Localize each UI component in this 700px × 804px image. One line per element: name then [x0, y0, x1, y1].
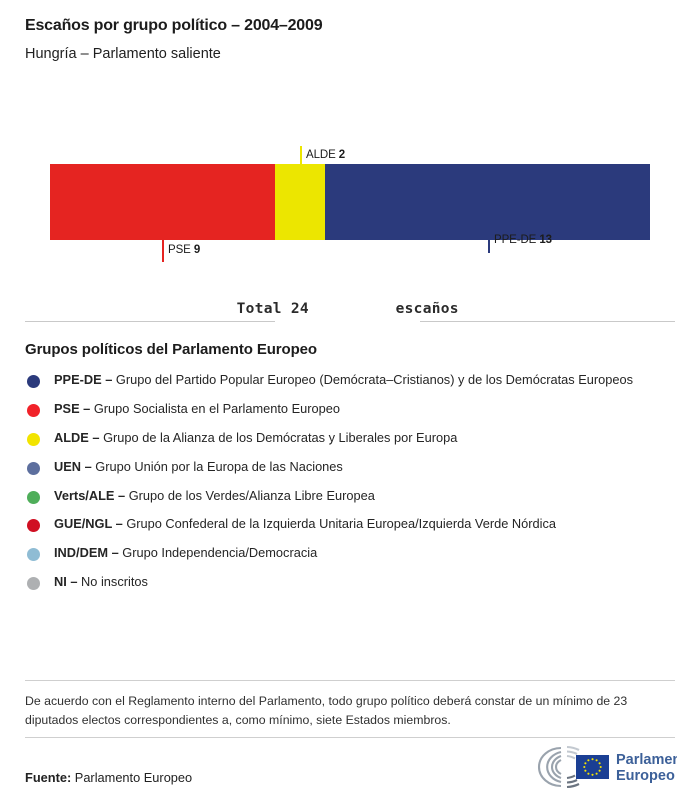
legend-abbr: GUE/NGL – [54, 516, 123, 532]
source-line: Fuente: Parlamento Europeo [25, 770, 192, 785]
tick-label-pse: PSE 9 [168, 244, 200, 256]
legend-title: Grupos políticos del Parlamento Europeo [25, 341, 317, 358]
bar-segment-alde[interactable] [275, 164, 325, 240]
legend-desc: Grupo Confederal de la Izquierda Unitari… [126, 516, 556, 532]
legend-item-ni[interactable]: NI – No inscritos [25, 574, 675, 591]
legend-desc: Grupo Unión por la Europa de las Nacione… [95, 458, 343, 474]
source-value: Parlamento Europeo [74, 770, 193, 785]
tick-label-alde-name: ALDE [306, 149, 336, 161]
legend-abbr: ALDE – [54, 429, 100, 445]
legend-abbr: IND/DEM – [54, 545, 119, 561]
tick-label-alde-value: 2 [338, 149, 346, 161]
legend-color-dot-icon [27, 461, 40, 475]
page-subtitle: Hungría – Parlamento saliente [25, 46, 221, 63]
legend-abbr: PSE – [54, 400, 91, 416]
legend-desc: No inscritos [81, 574, 148, 590]
legend: Grupos políticos del Parlamento Europeo … [25, 341, 675, 603]
tick-label-alde: ALDE 2 [306, 149, 345, 161]
tick-line-pse [162, 240, 164, 262]
total-rule-left [25, 321, 275, 322]
hemicycle-icon [537, 746, 562, 788]
legend-item-gue-ngl[interactable]: GUE/NGL – Grupo Confederal de la Izquier… [25, 516, 675, 533]
total-rule-right [420, 321, 675, 322]
header: Escaños por grupo político – 2004–2009 H… [25, 16, 675, 64]
legend-desc: Grupo de la Alianza de los Demócratas y … [103, 429, 458, 445]
ep-logo-svg: Parlamento Europeo [537, 745, 677, 789]
legend-item-verts-ale[interactable]: Verts/ALE – Grupo de los Verdes/Alianza … [25, 488, 675, 505]
legend-abbr: NI – [54, 574, 78, 590]
legend-abbr: UEN – [54, 458, 92, 474]
legend-desc: Grupo de los Verdes/Alianza Libre Europe… [128, 487, 375, 503]
legend-item-ind-dem[interactable]: IND/DEM – Grupo Independencia/Democracia [25, 545, 675, 562]
logo-text-line2: Europeo [616, 768, 675, 784]
legend-abbr: Verts/ALE – [54, 487, 126, 503]
footer-divider-bottom [25, 737, 675, 738]
tick-label-pse-value: 9 [193, 244, 201, 256]
tick-label-ppe-de-name: PPE-DE [494, 234, 537, 246]
seat-distribution-chart: ALDE 2 PSE 9 PPE-DE 13 Total 24 escaños [0, 140, 700, 330]
legend-color-dot-icon [27, 577, 40, 591]
legend-abbr: PPE-DE – [54, 372, 113, 387]
total-seats-line2: escaños [395, 301, 459, 317]
legend-color-dot-icon [27, 490, 40, 504]
total-seats: Total 24 escaños [0, 300, 700, 322]
tick-label-ppe-de-value: 13 [539, 234, 552, 246]
tick-line-ppe-de [488, 233, 490, 253]
disclaimer-text: De acuerdo con el Reglamento interno del… [25, 694, 628, 728]
tick-label-pse-name: PSE [168, 244, 191, 256]
legend-item-alde[interactable]: ALDE – Grupo de la Alianza de los Demócr… [25, 430, 675, 447]
total-seats-line1: Total 24 [236, 301, 309, 317]
european-parliament-logo: Parlamento Europeo [521, 744, 677, 790]
legend-desc: Grupo Independencia/Democracia [122, 545, 318, 561]
tick-line-alde [300, 146, 302, 164]
legend-color-dot-icon [27, 403, 40, 417]
legend-item-uen[interactable]: UEN – Grupo Unión por la Europa de las N… [25, 459, 675, 476]
source-label: Fuente: [25, 770, 72, 785]
legend-color-dot-icon [27, 519, 40, 533]
bar-segment-ppe-de[interactable] [324, 164, 650, 240]
stacked-bar [50, 164, 650, 240]
legend-color-dot-icon [27, 375, 40, 388]
legend-color-dot-icon [27, 548, 40, 562]
legend-desc: Grupo del Partido Popular Europeo (Demóc… [115, 372, 633, 387]
legend-item-ppe-de[interactable]: PPE-DE – Grupo del Partido Popular Europ… [25, 372, 675, 389]
legend-color-dot-icon [27, 432, 40, 446]
logo-text-line1: Parlamento [616, 752, 677, 768]
bar-segment-pse[interactable] [50, 164, 275, 240]
tick-label-ppe-de: PPE-DE 13 [494, 234, 552, 246]
footer-divider-top [25, 680, 675, 681]
legend-desc: Grupo Socialista en el Parlamento Europe… [93, 400, 340, 416]
page-title: Escaños por grupo político – 2004–2009 [25, 17, 323, 34]
legend-item-pse[interactable]: PSE – Grupo Socialista en el Parlamento … [25, 401, 675, 418]
